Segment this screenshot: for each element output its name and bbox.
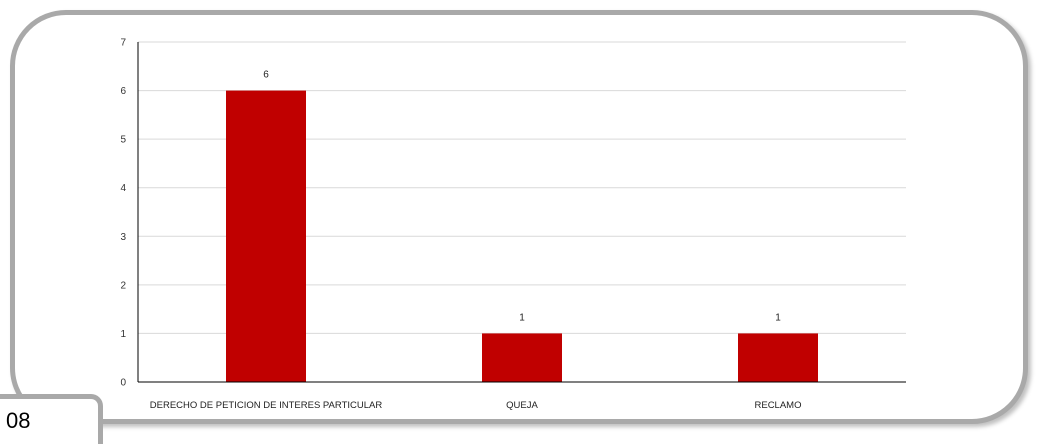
- data-label: 1: [775, 312, 781, 323]
- y-tick-label: 6: [120, 86, 126, 97]
- y-tick-label: 4: [120, 183, 126, 194]
- y-tick-label: 1: [120, 329, 126, 340]
- page-number: 08: [6, 408, 31, 433]
- labels: 0 1 2 3 4 5 6 7 6 DERECHO DE PETICION DE INTERES …: [120, 38, 801, 412]
- data-label: 6: [263, 70, 269, 81]
- y-tick-label: 2: [120, 280, 126, 291]
- bars: [226, 90, 818, 383]
- bar: [738, 333, 818, 382]
- category-label: DERECHO DE PETICION DE INTERES PARTICULA…: [150, 400, 383, 411]
- y-tick-label: 5: [120, 135, 126, 146]
- y-tick-label: 7: [120, 38, 126, 49]
- y-tick-label: 0: [120, 378, 126, 389]
- axes: [137, 42, 906, 383]
- data-label: 1: [519, 312, 525, 323]
- bar: [482, 333, 562, 382]
- category-label: RECLAMO: [755, 400, 802, 411]
- bar: [226, 90, 306, 383]
- y-tick-label: 3: [120, 232, 126, 243]
- category-label: QUEJA: [506, 400, 538, 411]
